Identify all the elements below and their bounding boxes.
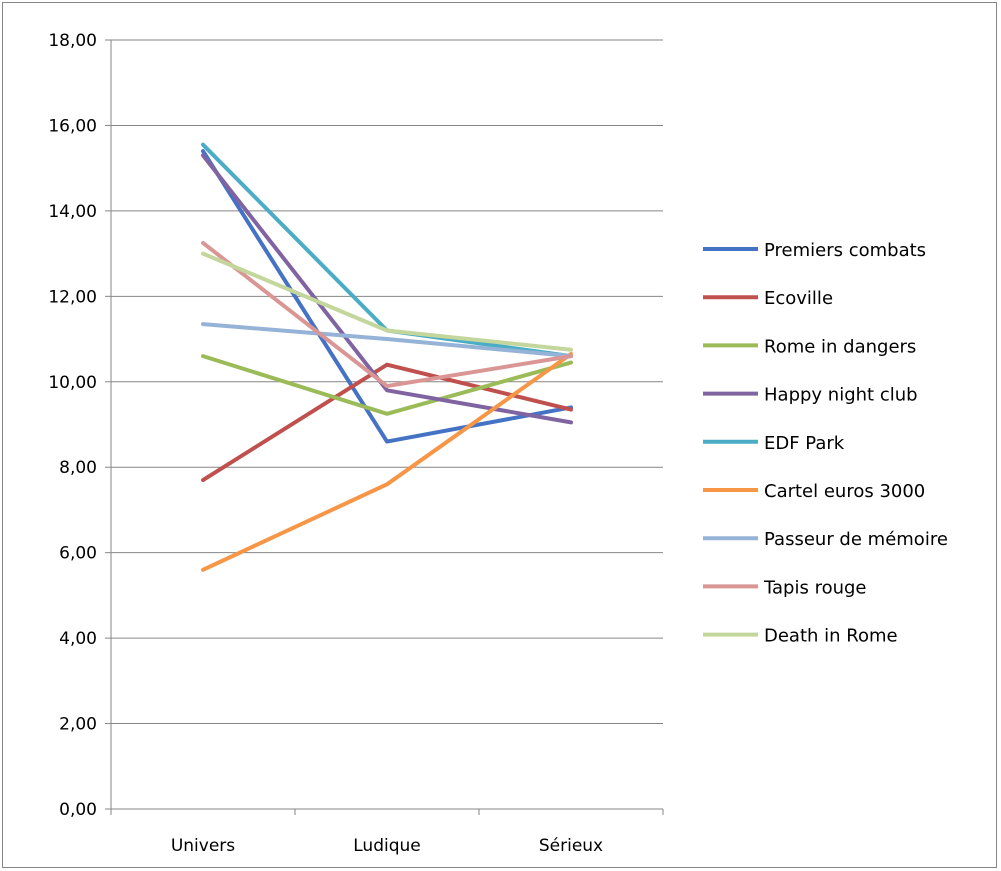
legend-label: EDF Park — [764, 433, 845, 454]
y-tick-label: 12,00 — [48, 287, 97, 307]
series-lines — [201, 142, 573, 572]
legend-label: Cartel euros 3000 — [764, 481, 925, 502]
y-tick-label: 0,00 — [59, 800, 97, 820]
series-line-6 — [201, 322, 573, 359]
legend: Premiers combats Ecoville Rome in dangers H… — [703, 240, 948, 647]
legend-label: Ecoville — [764, 288, 833, 309]
series-line-4 — [201, 142, 573, 359]
y-tick-label: 10,00 — [48, 373, 97, 393]
axes: 0,00 2,00 4,00 6,00 8,00 10,00 12,00 14,00 16,00… — [48, 31, 664, 856]
y-tick-label: 4,00 — [59, 629, 97, 649]
series-line-1 — [201, 362, 573, 483]
y-tick-label: 18,00 — [48, 31, 97, 51]
line-chart: 0,00 2,00 4,00 6,00 8,00 10,00 12,00 14,00 16,00… — [48, 31, 948, 856]
legend-label: Rome in dangers — [764, 336, 916, 357]
legend-label: Happy night club — [764, 385, 918, 406]
y-tick-label: 16,00 — [48, 116, 97, 136]
y-tick-label: 14,00 — [48, 202, 97, 222]
y-tick-label: 8,00 — [59, 458, 97, 478]
legend-label: Death in Rome — [764, 626, 898, 647]
series-line-7 — [201, 240, 573, 389]
series-line-0 — [201, 149, 573, 444]
gridlines — [111, 39, 663, 725]
series-line-5 — [201, 352, 573, 572]
y-tick-label: 6,00 — [59, 544, 97, 564]
legend-label: Passeur de mémoire — [764, 529, 948, 550]
x-tick-label: Ludique — [353, 836, 421, 856]
series-line-3 — [201, 153, 573, 425]
legend-label: Tapis rouge — [763, 577, 867, 598]
series-line-2 — [201, 354, 573, 416]
x-tick-label: Univers — [171, 836, 235, 856]
y-tick-label: 2,00 — [59, 715, 97, 735]
legend-label: Premiers combats — [764, 240, 926, 261]
x-tick-label: Sérieux — [539, 836, 603, 856]
series-line-8 — [201, 251, 573, 352]
